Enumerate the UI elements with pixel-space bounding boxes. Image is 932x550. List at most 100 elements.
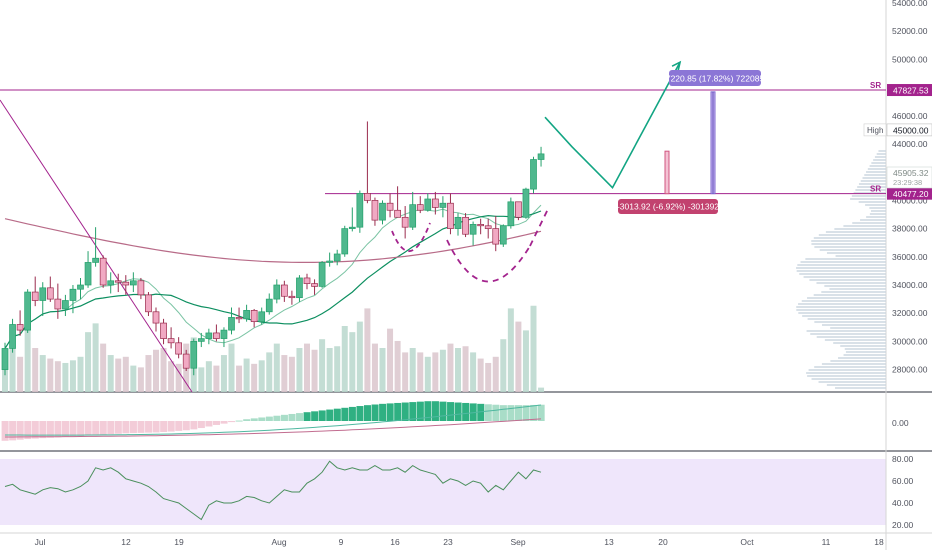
volume-profile-row [813, 294, 886, 296]
macd-histogram-bar [394, 402, 402, 421]
candle-up [205, 332, 213, 339]
candle-down [447, 202, 454, 229]
volume-profile-row [824, 339, 886, 341]
volume-profile-row [869, 207, 886, 209]
candle-down [167, 338, 175, 344]
macd-histogram-bar [515, 405, 522, 421]
volume-profile-row [807, 375, 886, 377]
volume-profile-row [829, 288, 886, 290]
handle-arc [391, 222, 431, 252]
macd-histogram-bar [326, 409, 334, 421]
macd-histogram-bar [492, 404, 500, 421]
candle-up [92, 257, 99, 263]
resistance-sr-tag: SR [870, 81, 881, 90]
macd-histogram-bar [341, 407, 349, 421]
candle-up [424, 198, 432, 211]
candle-up [326, 260, 333, 263]
macd-histogram-bar [16, 421, 24, 440]
volume-profile-row [821, 363, 886, 365]
macd-histogram-bar [462, 402, 470, 421]
macd-histogram-bar [454, 402, 462, 421]
volume-profile-row [826, 384, 886, 386]
macd-histogram-bar [197, 421, 205, 429]
time-tick-label: Oct [740, 537, 754, 547]
volume-profile-row [851, 195, 886, 197]
candle-down [303, 277, 311, 284]
macd-histogram-bar [507, 405, 515, 421]
macd-histogram-bar [213, 421, 220, 425]
volume-bar [417, 352, 424, 392]
volume-profile-row [860, 219, 886, 221]
volume-profile-row [818, 381, 886, 383]
volume-profile-row [850, 198, 886, 200]
volume-profile-row [806, 372, 886, 374]
macd-histogram-bar [145, 421, 153, 433]
volume-profile-row [830, 360, 886, 362]
price-tick-label: 30000.00 [892, 336, 928, 346]
volume-bar [160, 348, 167, 392]
annotations: 7220.85 (17.82%) 722085 -3013.92 (-6.92%)… [391, 60, 764, 283]
rsi-pane [4, 460, 542, 521]
volume-profile-row [798, 303, 886, 305]
volume-bar [402, 352, 409, 392]
volume-profile-row [799, 273, 886, 275]
candle-down [31, 291, 39, 301]
volume-bar [107, 355, 114, 392]
candle-up [530, 159, 537, 190]
volume-bar [213, 365, 220, 392]
volume-profile-row [824, 285, 886, 287]
macd-histogram-bar [530, 404, 538, 421]
volume-bar [266, 352, 273, 392]
macd-histogram-bar [273, 415, 281, 421]
macd-histogram-bar [333, 408, 341, 421]
volume-profile-row [844, 348, 886, 350]
volume-profile-row [796, 306, 886, 308]
volume-bar [100, 343, 107, 392]
volume-profile-row [862, 177, 886, 179]
volume-bar [296, 348, 303, 392]
macd-histogram-bar [439, 401, 447, 421]
ma-long-line [4, 218, 542, 263]
time-tick-label: 18 [874, 537, 884, 547]
volume-bar [205, 361, 212, 392]
macd-histogram-bar [122, 421, 130, 434]
candle-up [84, 262, 92, 286]
resistance-price-label: 47827.53 [893, 86, 929, 96]
candle-down [462, 216, 469, 235]
volume-bar [122, 356, 129, 392]
volume-profile-row [811, 240, 886, 242]
macd-histogram-bar [288, 413, 296, 421]
time-tick-label: 20 [658, 537, 668, 547]
volume-profile-row [845, 351, 886, 353]
macd-histogram-bar [280, 414, 288, 421]
candle-down [182, 353, 190, 369]
macd-histogram-bar [235, 420, 243, 422]
candle-up [379, 202, 386, 221]
macd-histogram-bar [265, 416, 273, 421]
time-tick-label: Sep [510, 537, 525, 547]
macd-histogram-bar [243, 419, 251, 421]
macd-histogram-bar [499, 405, 507, 421]
candle-up [296, 277, 303, 299]
macd-histogram-bar [46, 421, 54, 438]
price-tick-label: 50000.00 [892, 54, 928, 64]
volume-bar [326, 348, 333, 392]
candle-down [394, 209, 401, 218]
price-tick-label: 54000.00 [892, 0, 928, 8]
cup-arc-right [529, 208, 549, 247]
volume-profile-row [833, 342, 886, 344]
candle-up [62, 300, 69, 310]
volume-bar [130, 365, 137, 392]
axes: 54000.00 52000.00 50000.00 46000.00 45000.00… [35, 0, 932, 547]
candle-down [152, 311, 160, 324]
candle-up [197, 338, 205, 342]
macd-signal-line [5, 418, 542, 438]
volume-bar [198, 367, 205, 392]
volume-bar [447, 343, 454, 392]
volume-bar [334, 346, 341, 392]
volume-profile-row [806, 330, 886, 332]
candle-down [492, 228, 500, 245]
candle-up [243, 310, 250, 320]
